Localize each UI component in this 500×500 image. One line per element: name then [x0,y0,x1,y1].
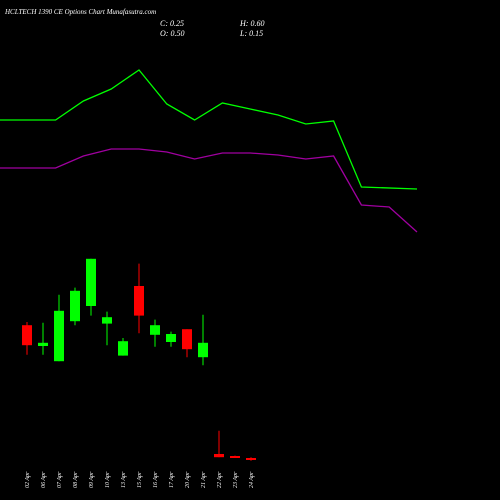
candle-body [150,325,160,335]
candle-body [214,454,224,458]
x-tick-label: 20 Apr [185,471,191,488]
x-tick-label: 17 Apr [169,471,175,488]
x-tick-label: 15 Apr [137,471,143,488]
candle-body [246,458,256,460]
candle-body [22,325,32,346]
x-tick-label: 22 Apr [217,471,223,488]
candle-body [198,342,208,358]
candle-body [38,342,48,346]
ohlc-label: L: 0.15 [239,29,263,38]
x-tick-label: 02 Apr [25,471,31,488]
candle-body [134,286,144,316]
x-tick-label: 06 Apr [41,471,47,488]
candle-body [102,317,112,324]
x-tick-label: 21 Apr [201,471,207,488]
x-tick-label: 10 Apr [105,471,111,488]
x-tick-label: 08 Apr [73,471,79,488]
x-tick-label: 24 Apr [248,471,255,488]
x-tick-label: 13 Apr [121,471,127,488]
x-tick-label: 07 Apr [57,471,63,488]
x-tick-label: 23 Apr [233,471,239,488]
ohlc-label: H: 0.60 [239,19,264,28]
ohlc-label: O: 0.50 [160,29,184,38]
chart-title: HCLTECH 1390 CE Options Chart Munafasutr… [4,8,156,16]
indicator-line [0,69,418,190]
candle-body [230,456,240,458]
candle-body [118,341,128,356]
x-tick-label: 09 Apr [89,471,95,488]
candle-body [86,258,96,306]
candle-body [166,334,176,342]
candle-body [182,329,192,350]
candle-body [70,290,80,322]
ohlc-label: C: 0.25 [160,19,184,28]
indicator-line [0,148,418,233]
candle-body [54,310,64,362]
x-tick-label: 16 Apr [153,471,159,488]
